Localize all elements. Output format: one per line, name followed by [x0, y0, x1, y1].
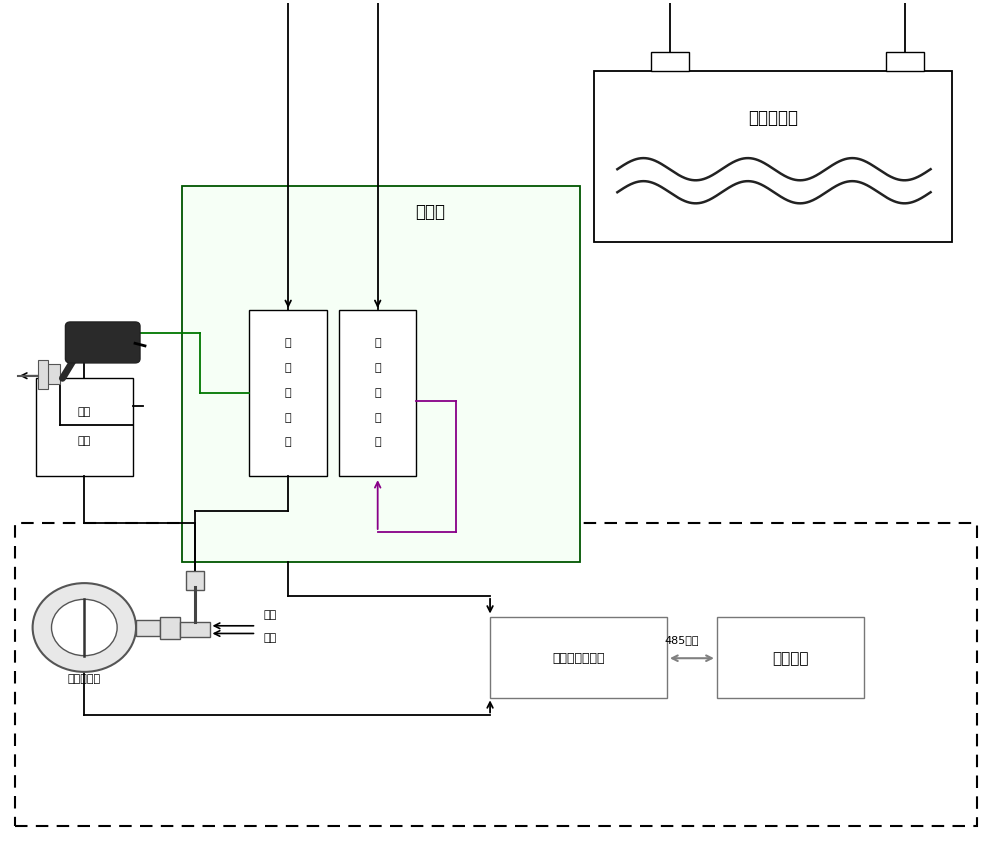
Bar [651, 52, 689, 71]
Bar [43, 363, 60, 384]
Text: 加: 加 [285, 338, 291, 348]
Bar [38, 361, 48, 388]
Bar [36, 378, 133, 477]
Circle shape [33, 583, 136, 672]
Text: 气: 气 [374, 363, 381, 373]
Text: 485通讯: 485通讯 [665, 635, 699, 644]
FancyBboxPatch shape [65, 322, 140, 363]
Bar [160, 618, 180, 638]
Text: 回: 回 [374, 387, 381, 398]
Bar [886, 52, 924, 71]
Bar [249, 310, 327, 477]
Text: 加油机: 加油机 [415, 203, 445, 221]
Bar [182, 186, 580, 562]
Text: 油罐: 油罐 [78, 436, 91, 447]
Text: 油: 油 [285, 363, 291, 373]
Text: 气液比采集部件: 气液比采集部件 [552, 652, 605, 665]
Bar [15, 523, 977, 826]
Circle shape [52, 600, 117, 655]
Text: 计: 计 [285, 387, 291, 398]
Bar [717, 618, 864, 698]
Bar [594, 71, 952, 241]
Text: 空气: 空气 [263, 610, 277, 619]
Text: 收: 收 [374, 412, 381, 423]
Text: 气体流量计: 气体流量计 [68, 673, 101, 684]
Text: 控制部件: 控制部件 [772, 651, 809, 666]
Text: 量: 量 [285, 412, 291, 423]
Bar [339, 310, 416, 477]
Text: 油: 油 [374, 338, 381, 348]
Text: 泵: 泵 [285, 437, 291, 448]
Text: 油气: 油气 [263, 633, 277, 643]
Text: 地下储油罐: 地下储油罐 [748, 109, 798, 127]
Text: 测试: 测试 [78, 407, 91, 417]
Bar [490, 618, 667, 698]
Bar [186, 571, 204, 590]
Text: 泵: 泵 [374, 437, 381, 448]
Bar [180, 622, 210, 637]
Bar [136, 620, 160, 636]
